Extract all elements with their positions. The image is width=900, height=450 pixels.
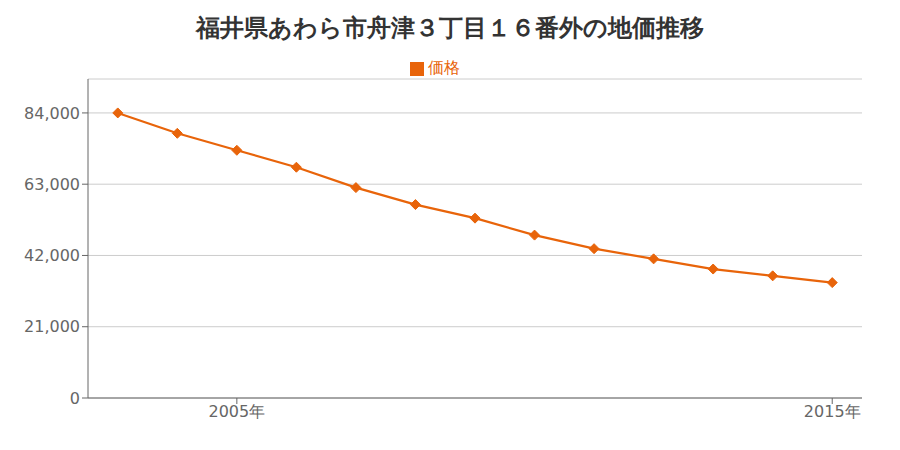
html-text:福井県あわら市舟津３丁目１６番外の地価推移: 福井県あわら市舟津３丁目１６番外の地価推移 [196, 14, 704, 42]
svg-text:63,000: 63,000 [24, 175, 80, 194]
svg-text:42,000: 42,000 [24, 246, 80, 265]
svg-text:2005年: 2005年 [208, 402, 265, 421]
svg-text:84,000: 84,000 [24, 104, 80, 123]
html-text:価格: 価格 [428, 58, 460, 77]
svg-text:0: 0 [70, 389, 80, 408]
svg-text:21,000: 21,000 [24, 317, 80, 336]
svg-text:2015年: 2015年 [804, 402, 861, 421]
